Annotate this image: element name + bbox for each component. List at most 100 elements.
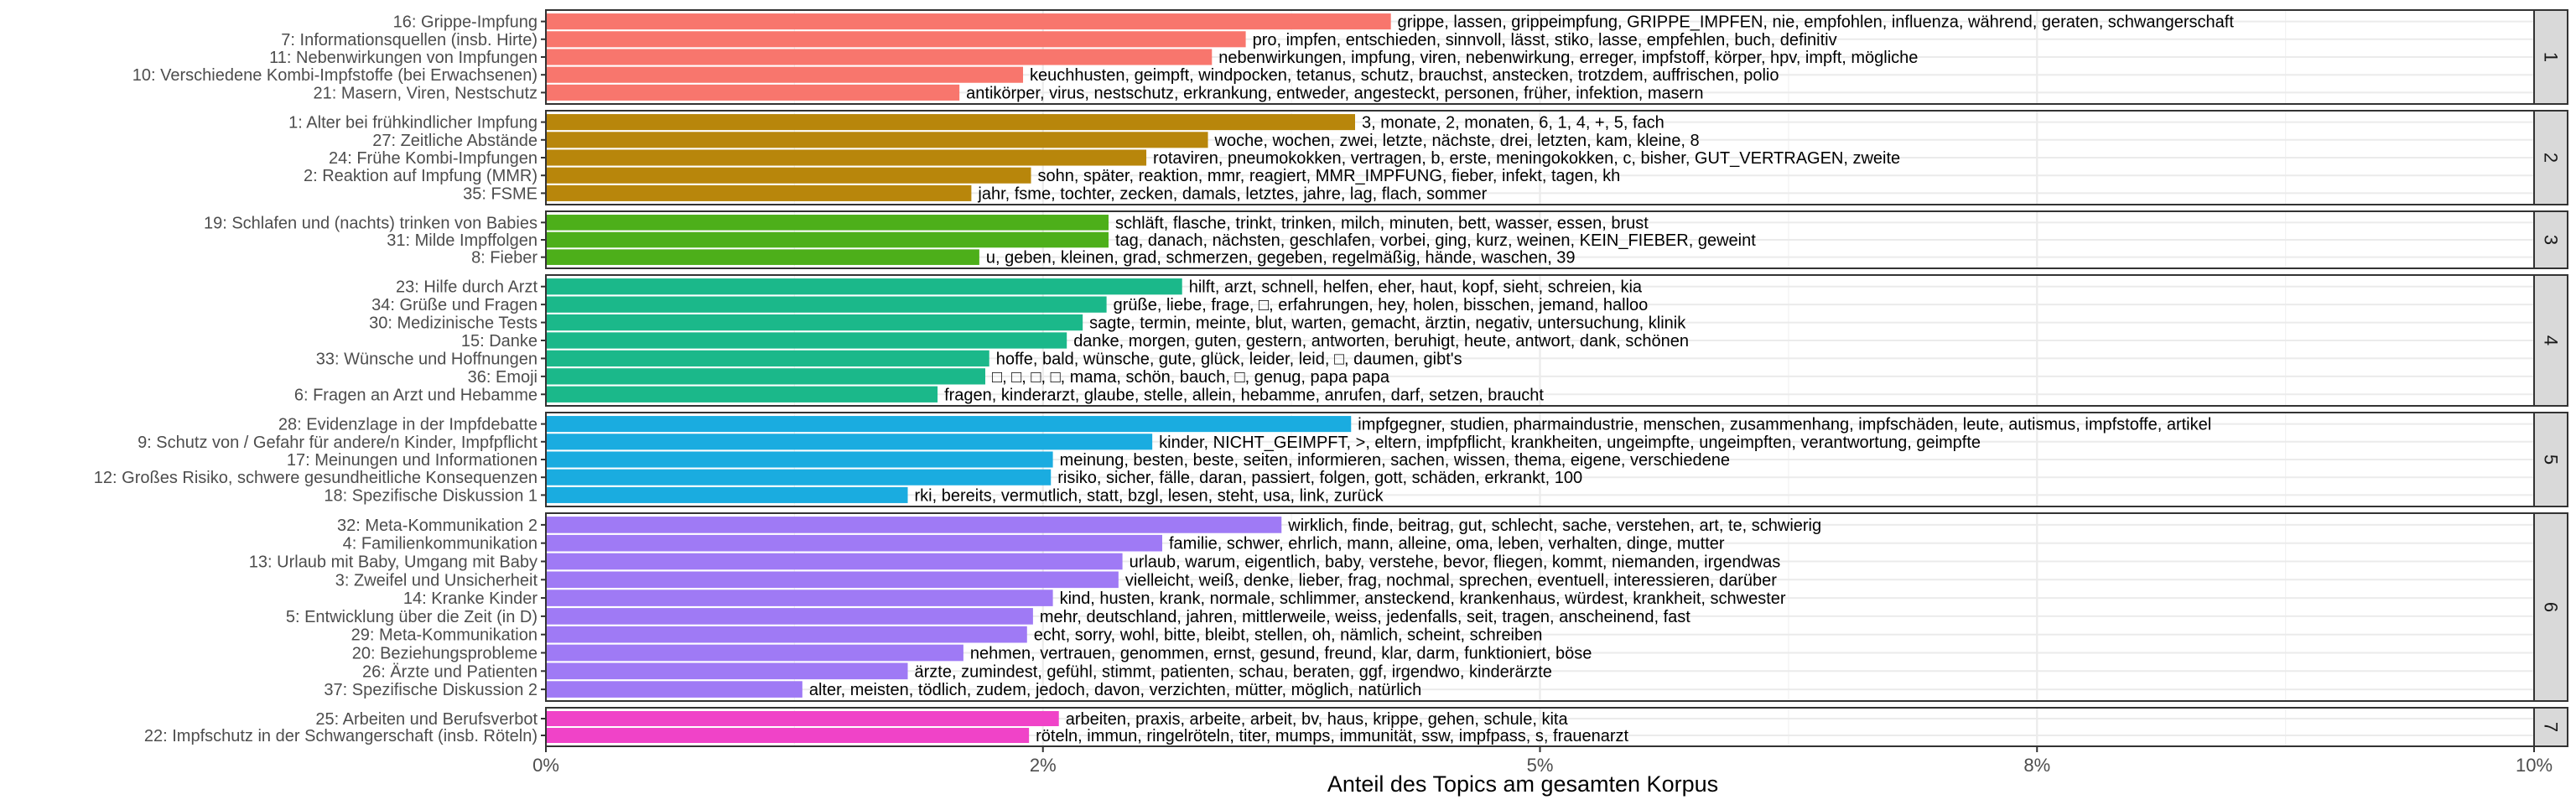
bar <box>546 434 1153 450</box>
facet-panel-1: grippe, lassen, grippeimpfung, GRIPPE_IM… <box>132 9 2568 105</box>
facet-strip <box>2533 274 2568 407</box>
bar-words-label: familie, schwer, ehrlich, mann, alleine,… <box>1169 535 1725 553</box>
bar-words-label: arbeiten, praxis, arbeite, arbeit, bv, h… <box>1066 710 1569 729</box>
facet-strip <box>2533 210 2568 269</box>
bar-words-label: jahr, fsme, tochter, zecken, damals, let… <box>977 184 1487 203</box>
category-label: 18: Spezifische Diskussion 1 <box>324 486 538 505</box>
bar-words-label: keuchhusten, geimpft, windpocken, tetanu… <box>1030 66 1779 85</box>
bar-words-label: □, □, □, □, mama, schön, bauch, □, genug… <box>992 368 1390 387</box>
bar-words-label: rotaviren, pneumokokken, vertragen, b, e… <box>1153 149 1900 168</box>
category-label: 9: Schutz von / Gefahr für andere/n Kind… <box>138 434 538 452</box>
category-label: 37: Spezifische Diskussion 2 <box>324 681 538 699</box>
x-axis: 0% 2% 5% 8% 10% <box>532 746 2553 776</box>
bar-words-label: rki, bereits, vermutlich, statt, bzgl, l… <box>915 486 1384 505</box>
facet-strip <box>2533 110 2568 205</box>
bar-words-label: kinder, NICHT_GEIMPFT, >, eltern, impfpf… <box>1159 434 1981 452</box>
category-label: 35: FSME <box>463 184 538 203</box>
bar-words-label: impfgegner, studien, pharmaindustrie, me… <box>1358 416 2211 434</box>
bar <box>546 278 1182 295</box>
facet-strip-label: 3 <box>2541 235 2562 245</box>
category-label: 3: Zweifel und Unsicherheit <box>335 571 538 589</box>
category-label: 22: Impfschutz in der Schwangerschaft (i… <box>144 727 538 745</box>
bar <box>546 571 1119 589</box>
facet-strip <box>2533 9 2568 105</box>
bar <box>546 486 908 503</box>
bar-words-label: woche, wochen, zwei, letzte, nächste, dr… <box>1214 132 1700 150</box>
bar-words-label: alter, meisten, tödlich, zudem, jedoch, … <box>809 681 1421 699</box>
category-label: 23: Hilfe durch Arzt <box>396 278 538 297</box>
bar <box>546 314 1083 331</box>
bar <box>546 711 1059 726</box>
category-label: 1: Alter bei frühkindlicher Impfung <box>288 114 538 132</box>
bar-words-label: vielleicht, weiß, denke, lieber, frag, n… <box>1125 571 1777 589</box>
bar-words-label: hoffe, bald, wünsche, gute, glück, leide… <box>996 350 1462 368</box>
category-label: 5: Entwicklung über die Zeit (in D) <box>286 608 538 626</box>
category-label: 21: Masern, Viren, Nestschutz <box>313 84 538 102</box>
bar-words-label: tag, danach, nächsten, geschlafen, vorbe… <box>1115 231 1756 250</box>
bar <box>546 231 1109 248</box>
bar <box>546 132 1208 148</box>
facet-strip <box>2533 512 2568 702</box>
bar <box>546 386 938 402</box>
category-label: 11: Nebenwirkungen von Impfungen <box>269 49 538 67</box>
x-tick-label: 5% <box>1527 755 1554 776</box>
bar <box>546 49 1213 65</box>
bar-words-label: nebenwirkungen, impfung, viren, nebenwir… <box>1218 49 1918 67</box>
facet-strip <box>2533 707 2568 747</box>
bar-words-label: danke, morgen, guten, gestern, antworten… <box>1073 332 1689 351</box>
x-tick-label: 0% <box>532 755 559 776</box>
bar <box>546 350 989 367</box>
bar-words-label: hilft, arzt, schnell, helfen, eher, haut… <box>1189 278 1643 297</box>
bar-words-label: antikörper, virus, nestschutz, erkrankun… <box>966 84 1703 102</box>
bar-words-label: meinung, besten, beste, seiten, informie… <box>1060 451 1730 470</box>
facet-strip-label: 4 <box>2541 335 2562 345</box>
bar <box>546 553 1123 570</box>
bar <box>546 608 1033 625</box>
x-tick-label: 2% <box>1030 755 1057 776</box>
bar <box>546 644 963 662</box>
category-label: 16: Grippe-Impfung <box>393 13 538 32</box>
x-axis-title: Anteil des Topics am gesamten Korpus <box>1327 771 1718 797</box>
bar-words-label: schläft, flasche, trinkt, trinken, milch… <box>1115 214 1649 232</box>
category-label: 20: Beziehungsprobleme <box>352 645 538 663</box>
bar <box>546 589 1053 606</box>
bar-words-label: grüße, liebe, frage, □, erfahrungen, hey… <box>1114 296 1649 314</box>
facet-panel-4: hilft, arzt, schnell, helfen, eher, haut… <box>294 274 2568 407</box>
category-label: 4: Familienkommunikation <box>343 535 538 553</box>
bar <box>546 167 1031 184</box>
category-label: 14: Kranke Kinder <box>403 589 538 608</box>
bar-words-label: risiko, sicher, fälle, daran, passiert, … <box>1057 469 1582 487</box>
category-label: 27: Zeitliche Abstände <box>372 132 538 150</box>
category-label: 32: Meta-Kommunikation 2 <box>337 517 538 535</box>
bar-words-label: u, geben, kleinen, grad, schmerzen, gege… <box>986 249 1576 267</box>
bar <box>546 534 1163 552</box>
bar <box>546 517 1282 533</box>
facet-strip-label: 1 <box>2541 52 2562 62</box>
facet-panel-2: 3, monate, 2, monaten, 6, 1, 4, +, 5, fa… <box>288 110 2568 205</box>
bar <box>546 66 1024 83</box>
bar <box>546 149 1147 166</box>
facet-panel-6: wirklich, finde, beitrag, gut, schlecht,… <box>249 512 2568 702</box>
bar-words-label: wirklich, finde, beitrag, gut, schlecht,… <box>1287 517 1821 535</box>
bar <box>546 249 979 265</box>
facet-panel-5: impfgegner, studien, pharmaindustrie, me… <box>94 412 2568 507</box>
category-label: 10: Verschiedene Kombi-Impfstoffe (bei E… <box>132 66 538 85</box>
category-label: 33: Wünsche und Hoffnungen <box>316 350 538 368</box>
facet-strip-label: 2 <box>2541 153 2562 163</box>
bar <box>546 114 1355 131</box>
x-tick-label: 10% <box>2516 755 2553 776</box>
category-label: 19: Schlafen und (nachts) trinken von Ba… <box>204 214 538 232</box>
bar <box>546 416 1352 433</box>
category-label: 28: Evidenzlage in der Impfdebatte <box>278 416 538 434</box>
category-label: 26: Ärzte und Patienten <box>362 662 538 681</box>
category-label: 8: Fieber <box>471 249 538 267</box>
facet-strip-label: 7 <box>2541 722 2562 732</box>
bar-words-label: ärzte, zumindest, gefühl, stimmt, patien… <box>915 662 1552 681</box>
bar-words-label: grippe, lassen, grippeimpfung, GRIPPE_IM… <box>1398 13 2235 32</box>
bar <box>546 662 908 680</box>
category-label: 34: Grüße und Fragen <box>371 296 538 314</box>
facet-panel-7: arbeiten, praxis, arbeite, arbeit, bv, h… <box>144 707 2568 747</box>
bar-words-label: echt, sorry, wohl, bitte, bleibt, stelle… <box>1034 626 1543 645</box>
bar <box>546 31 1246 48</box>
